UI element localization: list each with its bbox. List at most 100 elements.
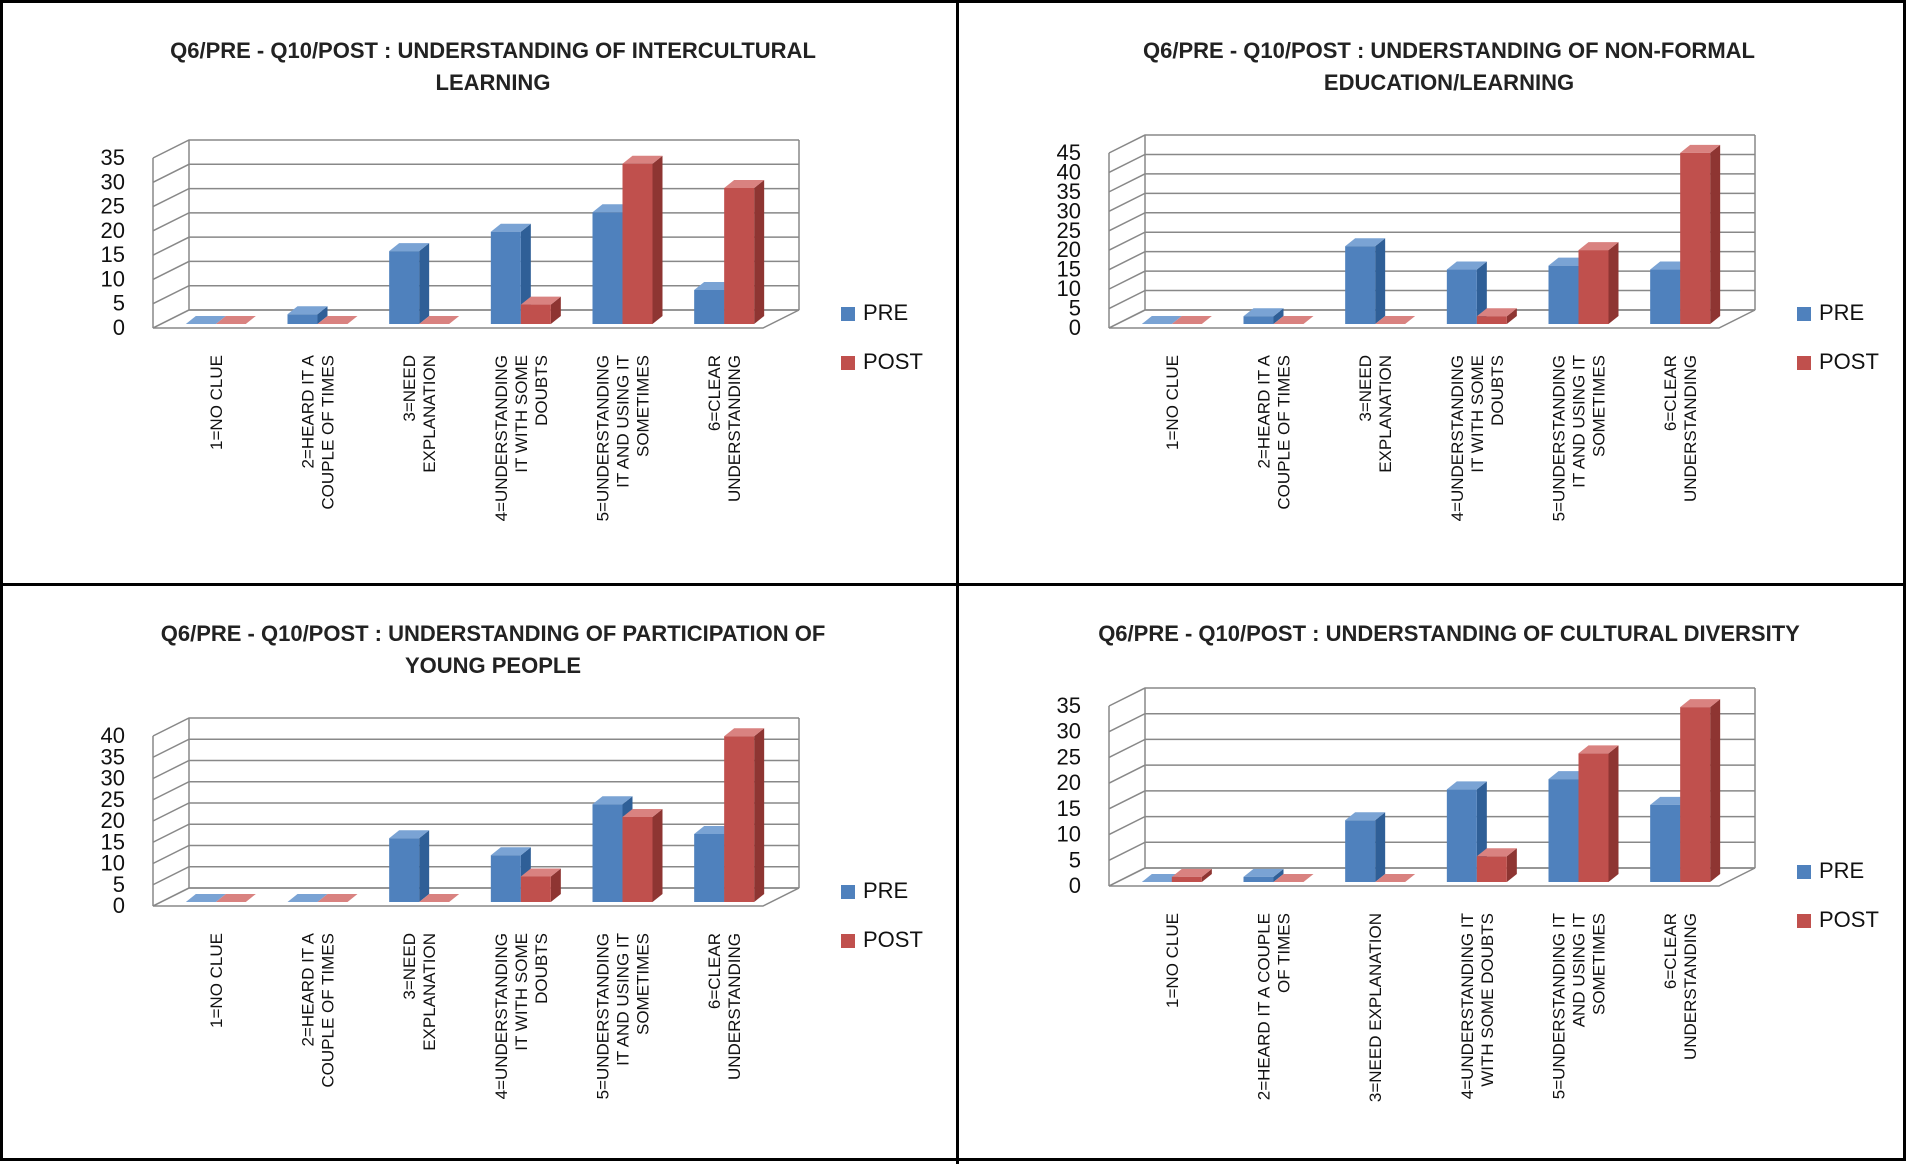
y-tick-label: 40 — [1057, 159, 1081, 184]
x-category-label: AND USING IT — [1570, 913, 1589, 1027]
bar-front — [592, 804, 623, 902]
bar-side — [652, 155, 663, 324]
chart-floor — [152, 887, 800, 907]
gridlines — [152, 139, 800, 329]
x-category-label: UNDERSTANDING — [1681, 913, 1700, 1060]
bar-front — [1548, 265, 1579, 324]
bar-front — [389, 251, 420, 324]
bar-pre — [1345, 812, 1386, 882]
y-tick-label: 25 — [1057, 744, 1081, 769]
chart-title-line: Q6/PRE - Q10/POST : UNDERSTANDING OF INT… — [170, 38, 816, 63]
bar-side — [550, 296, 561, 324]
legend-swatch-post — [1797, 914, 1811, 928]
bar-top — [1476, 308, 1517, 317]
bar-pre — [1345, 238, 1386, 324]
y-tick-label: 25 — [1057, 218, 1081, 243]
y-tick-label: 15 — [101, 829, 125, 854]
y-tick-label: 35 — [1057, 179, 1081, 204]
bar-post — [1476, 848, 1517, 882]
bar-pre — [1446, 261, 1487, 324]
bar-side — [1201, 868, 1212, 882]
bar-top — [215, 894, 256, 902]
gridline — [152, 163, 799, 183]
chart-title-line: Q6/PRE - Q10/POST : UNDERSTANDING OF NON… — [1143, 38, 1755, 63]
gridline — [152, 781, 799, 801]
bar-top — [1476, 848, 1517, 857]
bar-front — [694, 834, 725, 902]
bars — [185, 728, 765, 902]
bar-side — [1608, 745, 1619, 882]
bar-top — [1273, 316, 1314, 324]
bar-post — [1171, 868, 1212, 882]
bar-post — [1476, 308, 1517, 324]
y-tick-label: 35 — [1057, 693, 1081, 718]
bar-front — [724, 736, 755, 902]
bar-front — [1243, 316, 1274, 324]
bar-front — [1650, 269, 1681, 324]
bar-post — [1375, 874, 1416, 882]
y-tick-label: 40 — [101, 723, 125, 748]
y-tick-label: 0 — [1069, 873, 1081, 898]
y-tick-label: 20 — [1057, 237, 1081, 262]
x-category-label: SOMETIMES — [634, 355, 653, 457]
bar-side — [1710, 699, 1721, 882]
x-category-label: SOMETIMES — [1590, 913, 1609, 1015]
x-category-label: 3=NEED EXPLANATION — [1366, 913, 1385, 1102]
chart-title: Q6/PRE - Q10/POST : UNDERSTANDING OF INT… — [170, 38, 816, 95]
bar-front — [490, 231, 521, 324]
x-category-label: 3=NEED — [400, 933, 419, 1000]
bar-side — [754, 180, 765, 324]
chart-title-line: Q6/PRE - Q10/POST : UNDERSTANDING OF CUL… — [1098, 621, 1800, 646]
legend: PRE POST — [1797, 300, 1879, 374]
legend-swatch-post — [841, 356, 855, 370]
bar-top — [520, 296, 561, 305]
chart-svg: Q6/PRE - Q10/POST : UNDERSTANDING OF CUL… — [1057, 621, 1879, 1102]
x-category-label: 2=HEARD IT A — [1255, 354, 1274, 468]
x-category-label: COUPLE OF TIMES — [1275, 355, 1294, 510]
bar-top — [1578, 745, 1619, 754]
x-category-label: 4=UNDERSTANDING — [492, 933, 511, 1099]
x-category-label: IT AND USING IT — [614, 355, 633, 488]
x-category-label: DOUBTS — [532, 355, 551, 426]
bar-front — [1345, 246, 1376, 324]
y-tick-label: 0 — [113, 893, 125, 918]
legend: PRE POST — [841, 878, 923, 952]
bar-pre — [389, 830, 430, 902]
bar-front — [1171, 876, 1202, 882]
bar-front — [287, 314, 318, 324]
x-category-label: 1=NO CLUE — [207, 933, 226, 1028]
x-category-label: IT AND USING IT — [1570, 355, 1589, 488]
x-category-label: 3=NEED — [1356, 355, 1375, 422]
x-category-label: 2=HEARD IT A COUPLE — [1255, 913, 1274, 1100]
gridline — [152, 139, 799, 159]
bar-side — [1710, 144, 1721, 324]
x-category-label: EXPLANATION — [420, 933, 439, 1051]
x-category-label: IT WITH SOME — [512, 933, 531, 1051]
x-category-label: 6=CLEAR — [705, 933, 724, 1009]
y-tick-label: 15 — [1057, 796, 1081, 821]
bar-side — [419, 243, 430, 324]
bar-pre — [1446, 781, 1487, 882]
bar-front — [490, 855, 521, 902]
bar-top — [1680, 699, 1721, 708]
bar-front — [1650, 804, 1681, 882]
legend: PRE POST — [1797, 858, 1879, 932]
chart-floor — [1108, 867, 1756, 887]
bar-top — [287, 894, 328, 902]
x-category-label: COUPLE OF TIMES — [319, 355, 338, 510]
y-tick-label: 30 — [101, 766, 125, 791]
x-category-label: WITH SOME DOUBTS — [1478, 913, 1497, 1087]
y-tick-label: 10 — [1057, 276, 1081, 301]
chart-svg: Q6/PRE - Q10/POST : UNDERSTANDING OF INT… — [101, 38, 923, 521]
chart-cultural-diversity: Q6/PRE - Q10/POST : UNDERSTANDING OF CUL… — [959, 586, 1906, 1166]
bar-post — [215, 316, 256, 324]
bar-pre — [287, 306, 328, 324]
bar-top — [1243, 868, 1284, 877]
y-tick-label: 10 — [1057, 822, 1081, 847]
gridline — [152, 738, 799, 758]
bar-top — [185, 316, 226, 324]
legend-swatch-post — [1797, 356, 1811, 370]
x-axis-labels: 1=NO CLUE 2=HEARD IT A COUPLE OF TIMES 3=NE… — [207, 354, 744, 521]
x-category-label: 5=UNDERSTANDING IT — [1550, 913, 1569, 1099]
